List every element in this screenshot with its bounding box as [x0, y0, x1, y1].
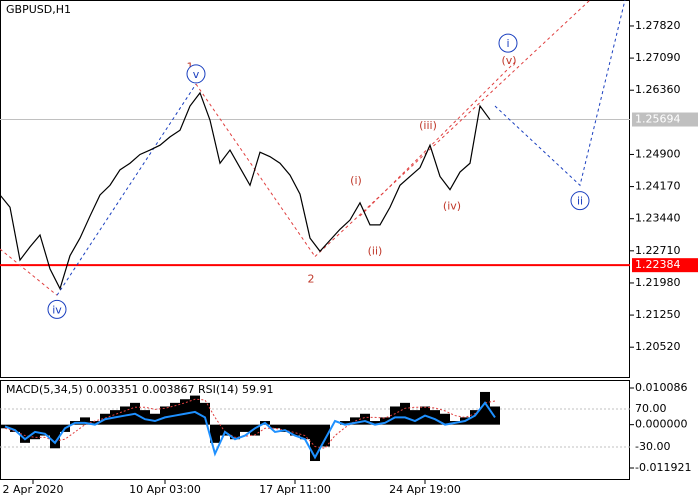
macd-bar	[220, 424, 230, 436]
macd-bar	[320, 424, 330, 447]
wave-line	[195, 83, 316, 257]
wave-line	[0, 248, 58, 296]
macd-bar	[290, 424, 300, 436]
macd-bar	[470, 410, 480, 425]
wave-label: (v)	[501, 54, 516, 67]
main-pane-frame	[0, 0, 630, 378]
wave-label: v	[193, 68, 200, 81]
macd-bar	[340, 421, 350, 425]
macd-bar	[90, 421, 100, 425]
y-tick-label: 1.21250	[635, 308, 681, 321]
macd-bar	[490, 406, 500, 425]
macd-bar	[170, 402, 180, 425]
y-tick-label: 1.20520	[635, 340, 681, 353]
y2-tick-label: -30.00	[635, 440, 670, 453]
macd-bar	[480, 391, 490, 425]
price-level-box	[632, 258, 698, 273]
macd-bar	[50, 424, 60, 449]
y-tick-label: 1.21980	[635, 276, 681, 289]
macd-bar	[190, 395, 200, 425]
wave-label: (i)	[350, 174, 362, 187]
wave-line	[359, 61, 516, 217]
y-tick-label: 0.000000	[635, 418, 688, 431]
wave-label: 2	[308, 273, 315, 286]
wave-label: ii	[577, 195, 583, 208]
macd-bar	[270, 424, 280, 429]
macd-bar	[140, 410, 150, 425]
macd-bar	[310, 424, 320, 462]
x-tick-label: 2 Apr 2020	[2, 483, 63, 496]
macd-bar	[380, 417, 390, 425]
wave-line	[56, 83, 197, 296]
macd-bar	[400, 402, 410, 425]
macd-bar	[440, 413, 450, 425]
x-tick-label: 24 Apr 19:00	[389, 483, 461, 496]
macd-bar	[280, 424, 290, 432]
macd-bar	[230, 424, 240, 440]
x-tick-label: 17 Apr 11:00	[259, 483, 331, 496]
macd-bar	[240, 424, 250, 432]
wave-line	[494, 0, 626, 187]
wave-label: (iii)	[419, 119, 437, 132]
wave-circle	[47, 299, 67, 319]
wave-circle	[186, 64, 206, 84]
y-tick-label: 0.010086	[635, 381, 688, 394]
macd-bar	[180, 399, 190, 425]
macd-bar	[250, 424, 260, 436]
wave-line	[314, 0, 591, 257]
y-tick-label: 1.23440	[635, 212, 681, 225]
y-tick-label: 1.24170	[635, 180, 681, 193]
wave-circle	[570, 191, 590, 211]
y-tick-label: 1.22710	[635, 244, 681, 257]
indicator-pane-frame	[0, 380, 630, 480]
wave-label: iv	[52, 303, 62, 316]
indicator-line	[4, 401, 496, 460]
y-tick-label: -0.011921	[635, 461, 691, 474]
macd-bar	[430, 410, 440, 425]
price-level-box	[632, 112, 698, 127]
macd-bar	[370, 421, 380, 425]
price-line	[0, 91, 491, 291]
wave-circle	[498, 33, 518, 53]
wave-label: i	[506, 37, 509, 50]
y-tick-label: 1.26360	[635, 83, 681, 96]
macd-bar	[390, 406, 400, 425]
macd-bar	[150, 413, 160, 425]
macd-bar	[350, 417, 360, 425]
macd-bar	[40, 424, 50, 436]
macd-bar	[20, 424, 30, 443]
y-tick-label: 1.24900	[635, 147, 681, 160]
macd-bar	[10, 424, 20, 432]
macd-bar	[80, 417, 90, 425]
wave-label: (ii)	[368, 244, 383, 257]
y-tick-label: 1.27820	[635, 19, 681, 32]
macd-bar	[210, 424, 220, 443]
y2-tick-label: 70.00	[635, 402, 667, 415]
macd-bar	[360, 413, 370, 425]
indicator-title: MACD(5,34,5) 0.003351 0.003867 RSI(14) 5…	[6, 383, 273, 396]
macd-bar	[160, 406, 170, 425]
price-level-label: 1.22384	[635, 258, 681, 271]
macd-bar	[410, 410, 420, 425]
price-level-label: 1.25694	[635, 113, 681, 126]
x-tick-label: 10 Apr 03:00	[129, 483, 201, 496]
chart-title: GBPUSD,H1	[6, 3, 71, 16]
wave-label: (iv)	[443, 200, 461, 213]
macd-bar	[300, 424, 310, 440]
macd-bar	[200, 402, 210, 425]
y-tick-label: 1.27090	[635, 51, 681, 64]
